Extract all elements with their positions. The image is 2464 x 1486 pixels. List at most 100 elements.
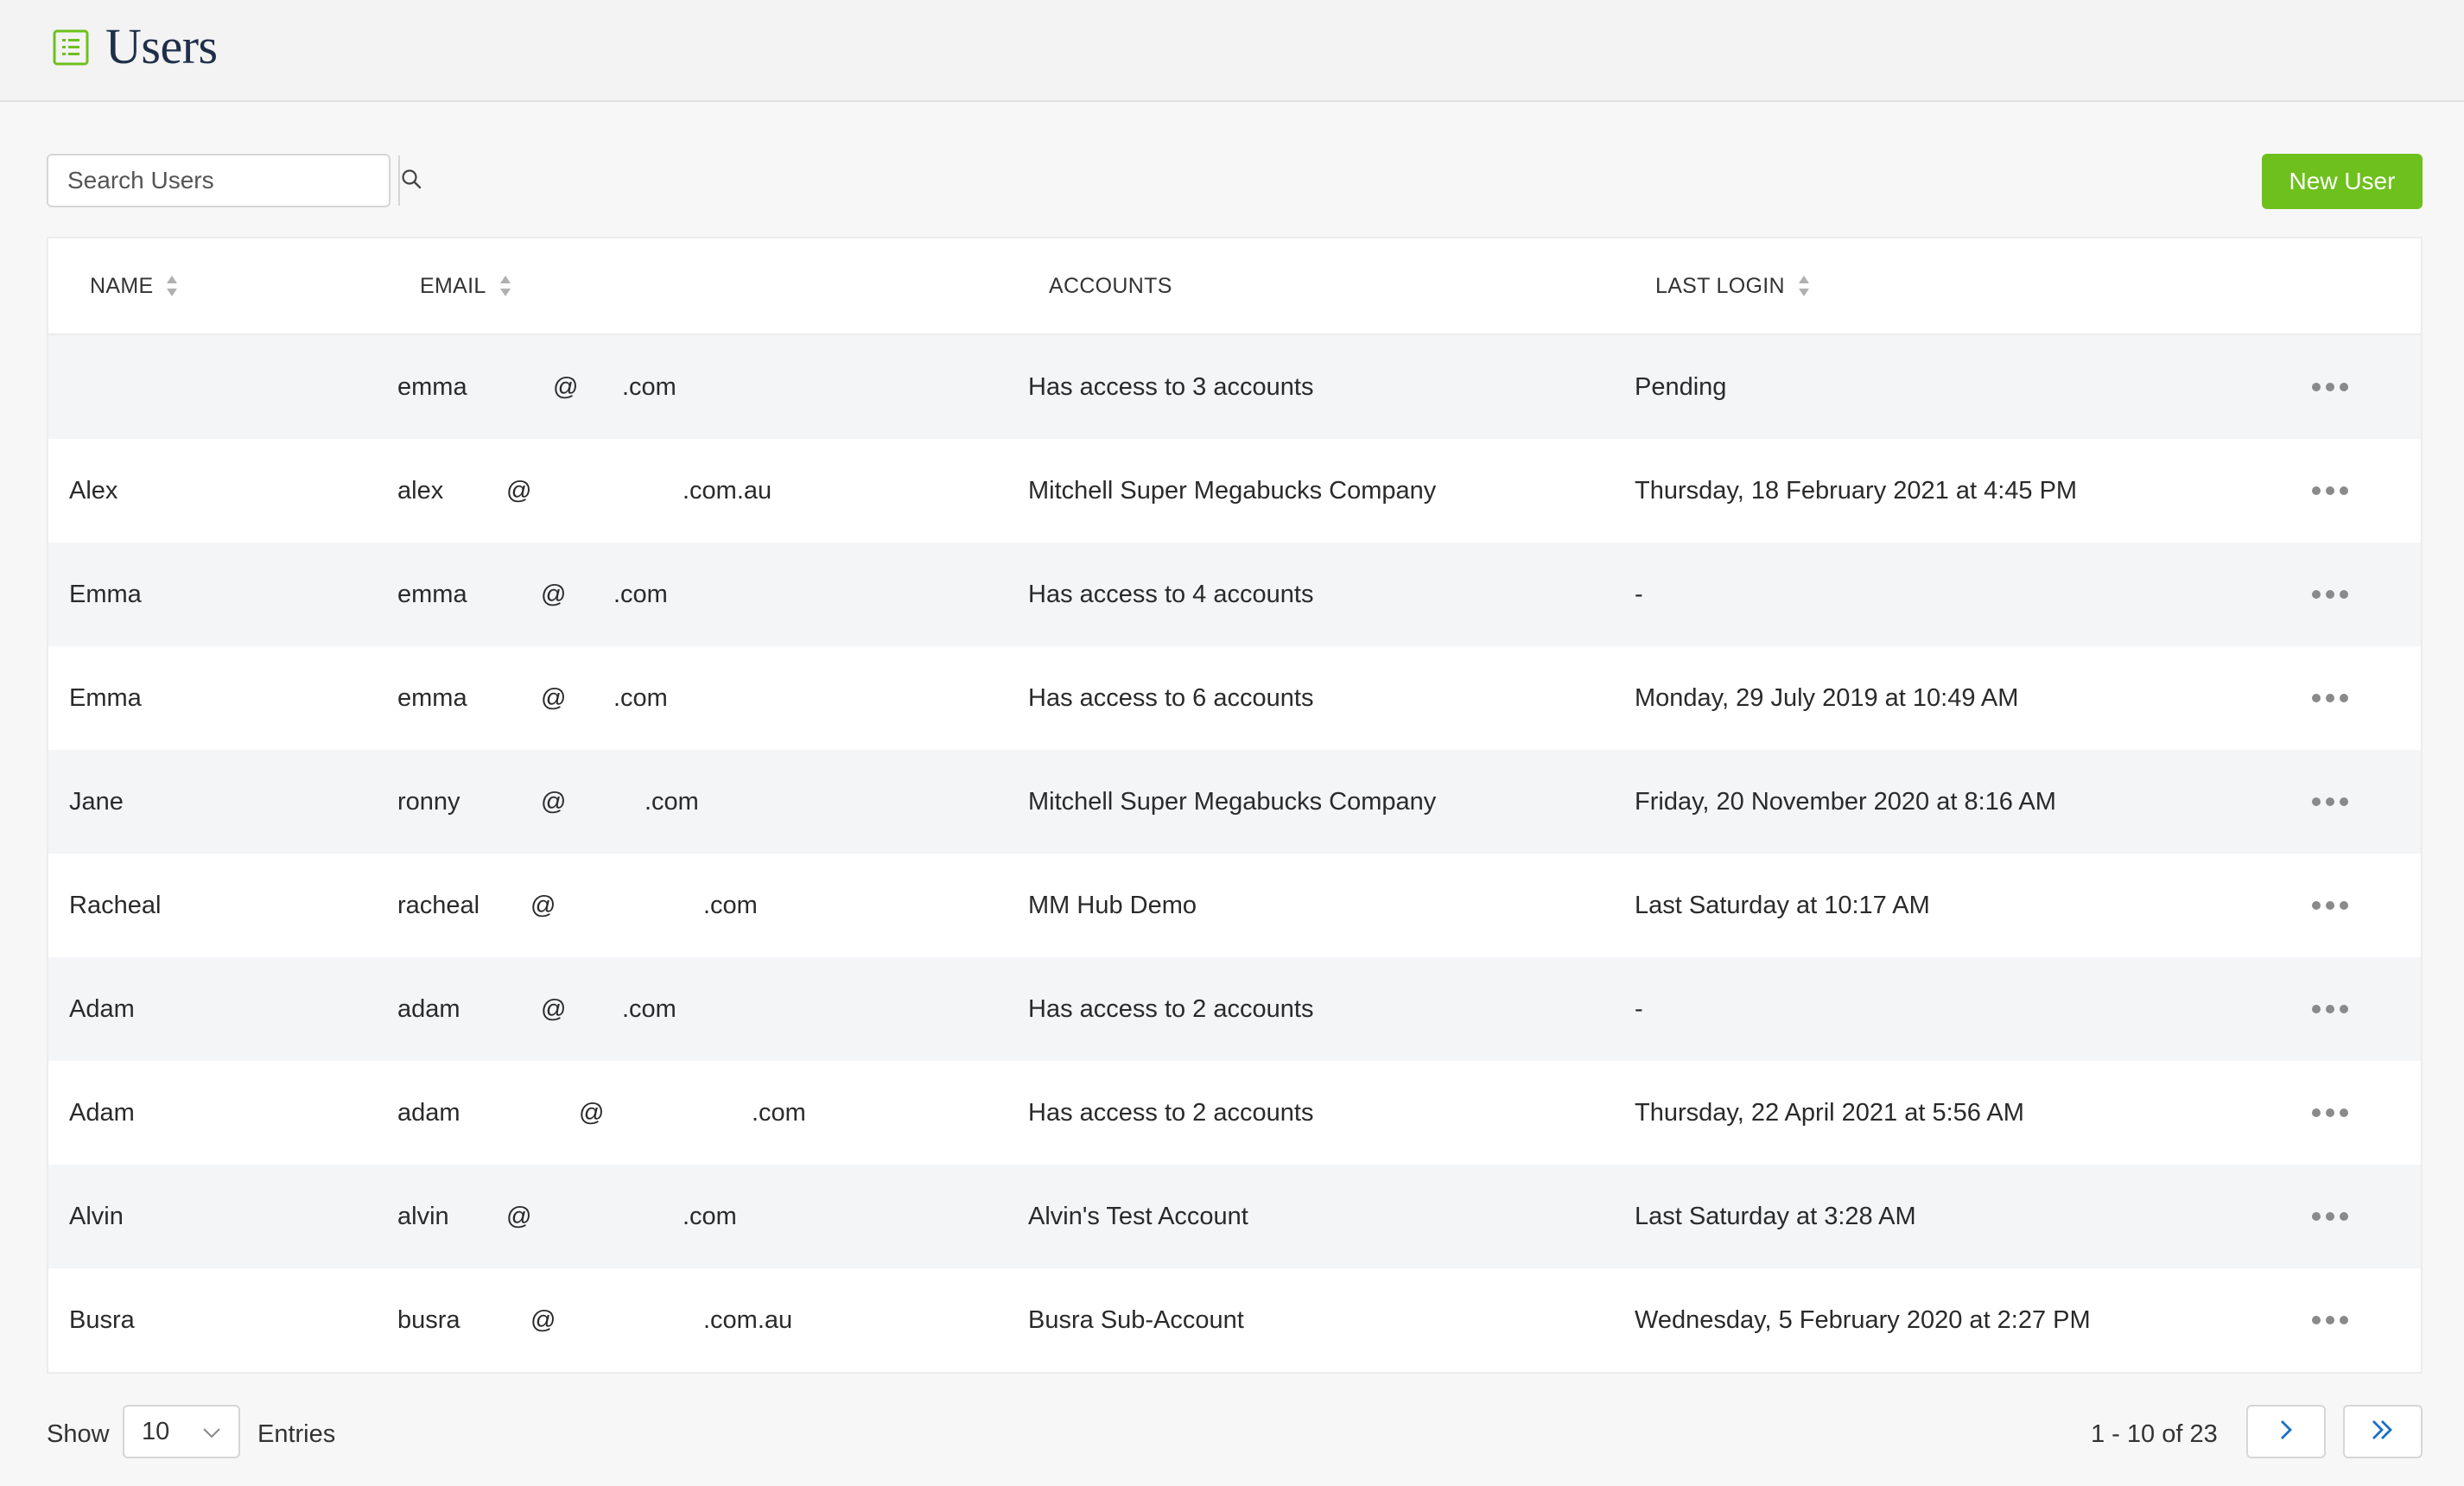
more-options-icon[interactable] [2312, 957, 2348, 1061]
column-label-email: EMAIL [420, 273, 486, 298]
email-user: emma [397, 580, 467, 608]
user-email: adam @ .com [397, 1061, 1002, 1165]
user-accounts: Mitchell Super Megabucks Company [1028, 476, 1437, 505]
more-options-icon[interactable] [2312, 543, 2348, 646]
email-domain: .com [613, 683, 668, 712]
page-title: Users [105, 18, 218, 74]
email-user: busra [397, 1305, 460, 1334]
user-name: Adam [69, 1098, 135, 1127]
more-options-icon[interactable] [2312, 646, 2348, 750]
table-header: NAME EMAIL ACCOUNTS LAST LOGIN [48, 238, 2421, 335]
user-accounts: Mitchell Super Megabucks Company [1028, 787, 1437, 816]
search-input[interactable] [48, 156, 398, 206]
user-name: Busra [69, 1305, 135, 1334]
table-row[interactable]: Adam adam @ .com Has access to 2 accounts Thu… [48, 1061, 2421, 1165]
chevron-right-icon [2278, 1419, 2294, 1445]
user-accounts: Has access to 3 accounts [1028, 372, 1314, 401]
new-user-button[interactable]: New User [2262, 154, 2423, 209]
user-last-login: Thursday, 22 April 2021 at 5:56 AM [1635, 1098, 2024, 1127]
users-table: NAME EMAIL ACCOUNTS LAST LOGIN emma @ .com… [47, 237, 2423, 1374]
entries-label: Entries [257, 1419, 336, 1448]
email-domain: .com.au [683, 476, 772, 505]
search-box [47, 154, 422, 207]
user-name: Emma [69, 683, 142, 712]
user-accounts: Has access to 2 accounts [1028, 1098, 1314, 1127]
user-email: emma @ .com [397, 543, 1002, 646]
next-page-button[interactable] [2246, 1405, 2326, 1458]
more-options-icon[interactable] [2312, 854, 2348, 957]
email-user: ronny [397, 787, 460, 816]
table-row[interactable]: Jane ronny @ .com Mitchell Super Megabucks C… [48, 750, 2421, 854]
page-header: Users [0, 0, 2464, 102]
user-last-login: Pending [1635, 372, 1727, 401]
email-domain: .com [703, 891, 758, 919]
column-header-last-login[interactable]: LAST LOGIN [1655, 238, 1811, 333]
sort-icon [1797, 274, 1811, 298]
email-user: alvin [397, 1202, 449, 1230]
email-at: @ [541, 787, 567, 816]
column-header-email[interactable]: EMAIL [420, 238, 512, 333]
user-last-login: Monday, 29 July 2019 at 10:49 AM [1635, 683, 2019, 712]
email-domain: .com [645, 787, 699, 816]
user-last-login: Wednesday, 5 February 2020 at 2:27 PM [1635, 1305, 2091, 1334]
email-domain: .com.au [703, 1305, 793, 1334]
more-options-icon[interactable] [2312, 1061, 2348, 1165]
table-row[interactable]: emma @ .com Has access to 3 accounts Pending [48, 335, 2421, 439]
more-options-icon[interactable] [2312, 335, 2348, 439]
user-last-login: - [1635, 994, 1643, 1023]
search-button[interactable] [398, 156, 422, 206]
user-email: adam @ .com [397, 957, 1002, 1061]
column-header-accounts: ACCOUNTS [1049, 238, 1172, 333]
user-email: busra @ .com.au [397, 1268, 1002, 1372]
table-row[interactable]: Adam adam @ .com Has access to 2 accounts - [48, 957, 2421, 1061]
more-options-icon[interactable] [2312, 750, 2348, 854]
more-options-icon[interactable] [2312, 439, 2348, 543]
column-header-name[interactable]: NAME [90, 238, 179, 333]
user-name: Alex [69, 476, 118, 505]
email-domain: .com [613, 580, 668, 608]
table-body: emma @ .com Has access to 3 accounts Pending… [48, 335, 2421, 1372]
email-user: racheal [397, 891, 480, 919]
user-email: alex @ .com.au [397, 439, 1002, 543]
user-name: Alvin [69, 1202, 124, 1230]
email-user: alex [397, 476, 444, 505]
user-last-login: Friday, 20 November 2020 at 8:16 AM [1635, 787, 2056, 816]
email-at: @ [506, 1202, 532, 1230]
email-domain: .com [683, 1202, 737, 1230]
table-row[interactable]: Busra busra @ .com.au Busra Sub-Account Wedne… [48, 1268, 2421, 1372]
email-at: @ [530, 891, 556, 919]
table-row[interactable]: Racheal racheal @ .com MM Hub Demo Last Satur… [48, 854, 2421, 957]
table-row[interactable]: Alvin alvin @ .com Alvin's Test Account Last … [48, 1165, 2421, 1268]
user-name: Emma [69, 580, 142, 608]
user-accounts: Has access to 6 accounts [1028, 683, 1314, 712]
table-row[interactable]: Alex alex @ .com.au Mitchell Super Megabucks… [48, 439, 2421, 543]
show-label: Show [47, 1419, 110, 1448]
table-row[interactable]: Emma emma @ .com Has access to 6 accounts Mon… [48, 646, 2421, 750]
email-at: @ [541, 994, 567, 1023]
user-last-login: Thursday, 18 February 2021 at 4:45 PM [1635, 476, 2078, 505]
column-label-accounts: ACCOUNTS [1049, 273, 1172, 298]
last-page-button[interactable] [2343, 1405, 2423, 1458]
email-domain: .com [622, 372, 676, 401]
user-name: Racheal [69, 891, 162, 919]
user-last-login: - [1635, 580, 1643, 608]
column-label-last-login: LAST LOGIN [1655, 273, 1785, 298]
email-user: emma [397, 683, 467, 712]
more-options-icon[interactable] [2312, 1165, 2348, 1268]
more-options-icon[interactable] [2312, 1268, 2348, 1372]
user-email: alvin @ .com [397, 1165, 1002, 1268]
table-row[interactable]: Emma emma @ .com Has access to 4 accounts - [48, 543, 2421, 646]
email-user: adam [397, 1098, 460, 1127]
email-at: @ [541, 580, 567, 608]
entries-select[interactable]: 10 [123, 1405, 240, 1458]
email-at: @ [579, 1098, 605, 1127]
user-accounts: Busra Sub-Account [1028, 1305, 1244, 1334]
user-accounts: Has access to 4 accounts [1028, 580, 1314, 608]
search-icon [400, 168, 422, 194]
email-at: @ [530, 1305, 556, 1334]
double-chevron-right-icon [2371, 1419, 2395, 1445]
user-email: emma @ .com [397, 646, 1002, 750]
user-last-login: Last Saturday at 10:17 AM [1635, 891, 1930, 919]
sort-icon [165, 274, 179, 298]
email-user: adam [397, 994, 460, 1023]
